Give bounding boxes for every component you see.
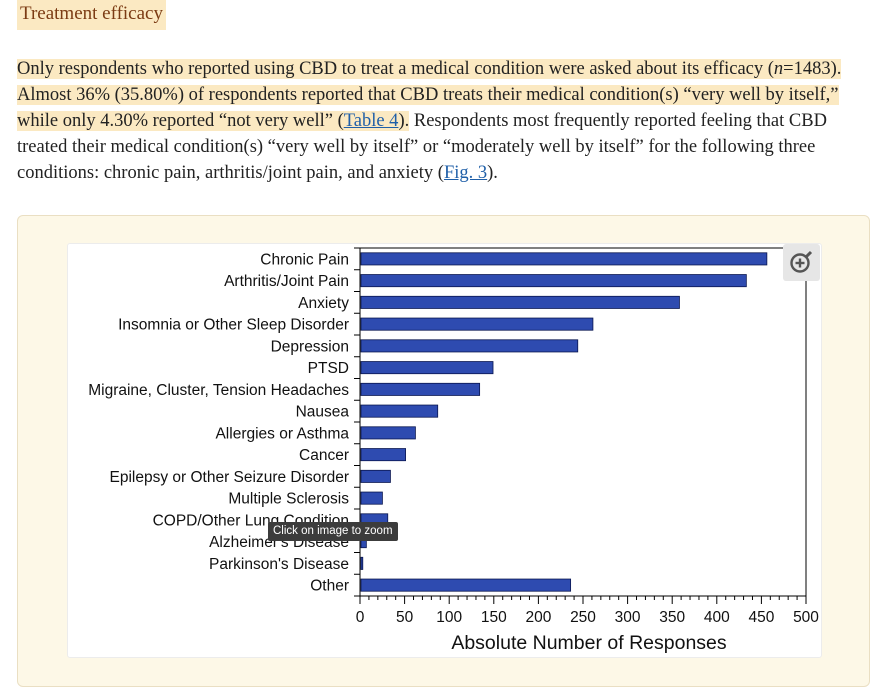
category-label: Cancer: [299, 447, 349, 464]
category-label: Migraine, Cluster, Tension Headaches: [88, 382, 349, 399]
x-tick-label: 0: [356, 609, 365, 626]
x-tick-label: 500: [793, 609, 819, 626]
bar: [360, 274, 747, 288]
category-label: Parkinson's Disease: [209, 556, 349, 573]
section-heading: Treatment efficacy: [17, 0, 166, 30]
bar-chart[interactable]: Chronic Pain Arthritis/Joint Pain Anxiety I…: [0, 0, 871, 673]
bar: [360, 382, 481, 396]
figure-container: [17, 215, 870, 687]
x-tick-label: 400: [704, 609, 730, 626]
bar: [360, 361, 494, 375]
zoom-in-icon: [790, 250, 813, 273]
x-tick-label: 150: [481, 609, 507, 626]
category-label: Epilepsy or Other Seizure Disorder: [110, 469, 350, 486]
bar: [360, 556, 364, 570]
bar: [360, 252, 768, 266]
body-paragraph: Only respondents who reported using CBD …: [17, 59, 842, 183]
category-label: Depression: [271, 338, 349, 355]
category-label: Nausea: [296, 404, 350, 421]
x-tick-label: 50: [396, 609, 414, 626]
x-tick-label: 250: [570, 609, 596, 626]
bar: [360, 469, 391, 483]
category-label: Arthritis/Joint Pain: [224, 273, 349, 290]
bar: [360, 317, 594, 331]
category-label: Anxiety: [298, 295, 349, 312]
x-tick-label: 100: [436, 609, 462, 626]
bar: [360, 295, 680, 309]
bar: [360, 491, 383, 505]
category-label: PTSD: [308, 360, 349, 377]
zoom-button[interactable]: [783, 244, 820, 281]
category-label: Multiple Sclerosis: [228, 491, 349, 508]
category-label: Other: [310, 578, 349, 595]
bar: [360, 426, 416, 440]
bar: [360, 339, 579, 353]
x-tick-label: 450: [748, 609, 774, 626]
x-axis-title: Absolute Number of Responses: [451, 632, 727, 654]
fig-3-link[interactable]: Fig. 3: [443, 163, 488, 183]
zoom-tooltip: Click on image to zoom: [268, 522, 398, 541]
x-tick-label: 300: [615, 609, 641, 626]
x-tick-label: 350: [659, 609, 685, 626]
bar: [360, 578, 572, 592]
category-label: Insomnia or Other Sleep Disorder: [118, 317, 349, 334]
bar: [360, 404, 439, 418]
category-label: Chronic Pain: [260, 251, 349, 268]
table-4-link[interactable]: Table 4: [343, 111, 399, 131]
x-tick-label: 200: [525, 609, 551, 626]
category-label: Allergies or Asthma: [215, 425, 349, 442]
bar: [360, 448, 406, 462]
